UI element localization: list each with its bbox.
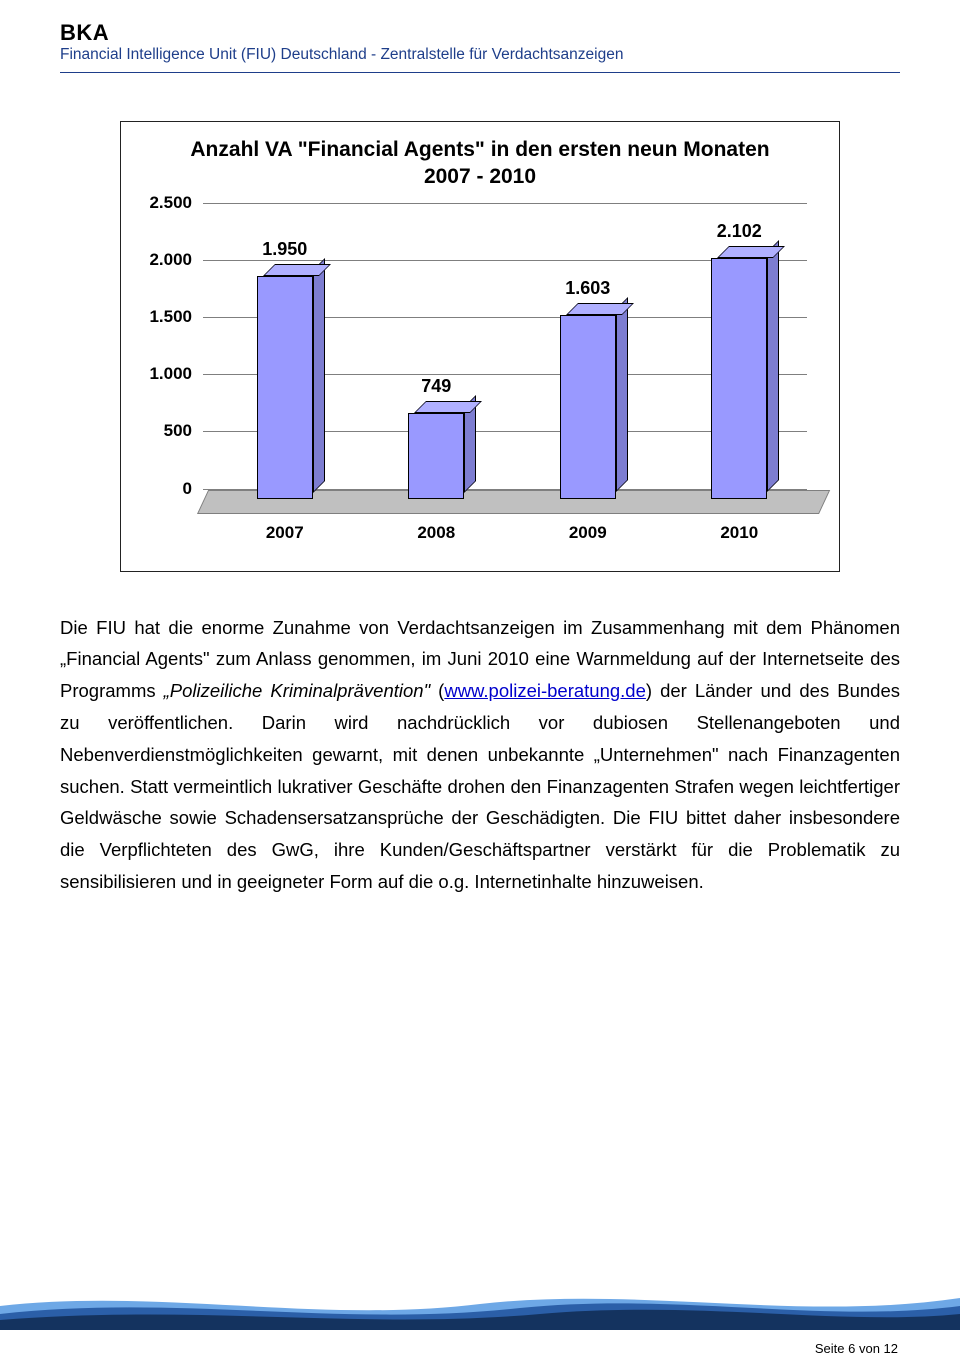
x-tick-label: 2010 [720,523,758,543]
chart-title: Anzahl VA "Financial Agents" in den erst… [143,136,817,191]
x-tick-label: 2009 [569,523,607,543]
bar-front [560,315,616,498]
page-header: BKA [60,18,900,46]
bar-side [616,297,628,492]
bar-top [263,264,331,276]
y-tick-label: 2.500 [149,193,192,213]
bar-value-label: 749 [421,376,451,397]
bars-group: 1.950 749 1.603 2.102 [203,203,807,513]
y-axis: 05001.0001.5002.0002.500 [143,203,198,513]
bar-front [711,258,767,498]
bar-value-label: 1.950 [262,239,307,260]
header-divider [60,72,900,73]
body-paragraph: Die FIU hat die enorme Zunahme von Verda… [60,612,900,898]
bar: 1.950 [257,276,313,499]
bar: 749 [408,413,464,499]
page-number: Seite 6 von 12 [815,1341,898,1356]
footer-wave-graphic [0,1284,960,1330]
y-tick-label: 0 [183,479,192,499]
chart-area: 05001.0001.5002.0002.500 1.9507491.6032.… [143,203,817,553]
body-open-paren: ( [430,680,444,701]
bar: 1.603 [560,315,616,498]
chart-title-line1: Anzahl VA "Financial Agents" in den erst… [190,138,769,161]
bar-value-label: 1.603 [565,278,610,299]
header-right [137,18,900,40]
bar-side [767,240,779,492]
bka-logo-text: BKA [60,20,109,46]
body-text-2: der Länder und des Bundes zu veröffentli… [60,680,900,892]
chart-container: Anzahl VA "Financial Agents" in den erst… [120,121,840,572]
plot-area: 1.950 749 1.603 2.102 [203,203,807,513]
bar-front [257,276,313,499]
x-tick-label: 2008 [417,523,455,543]
bar-side [313,258,325,493]
x-tick-label: 2007 [266,523,304,543]
y-tick-label: 1.000 [149,364,192,384]
bar-top [566,303,634,315]
bar: 2.102 [711,258,767,498]
polizei-beratung-link[interactable]: www.polizei-beratung.de [444,680,646,701]
y-tick-label: 2.000 [149,250,192,270]
header-left: BKA [60,18,109,46]
fiu-subtitle: Financial Intelligence Unit (FIU) Deutsc… [60,46,900,64]
y-tick-label: 1.500 [149,307,192,327]
body-italic: „Polizeiliche Kriminalprävention" [164,680,431,701]
y-tick-label: 500 [164,421,192,441]
x-axis-labels: 2007 2008 2009 2010 [203,517,807,553]
chart-title-line2: 2007 - 2010 [424,165,536,188]
bar-front [408,413,464,499]
bar-value-label: 2.102 [717,221,762,242]
